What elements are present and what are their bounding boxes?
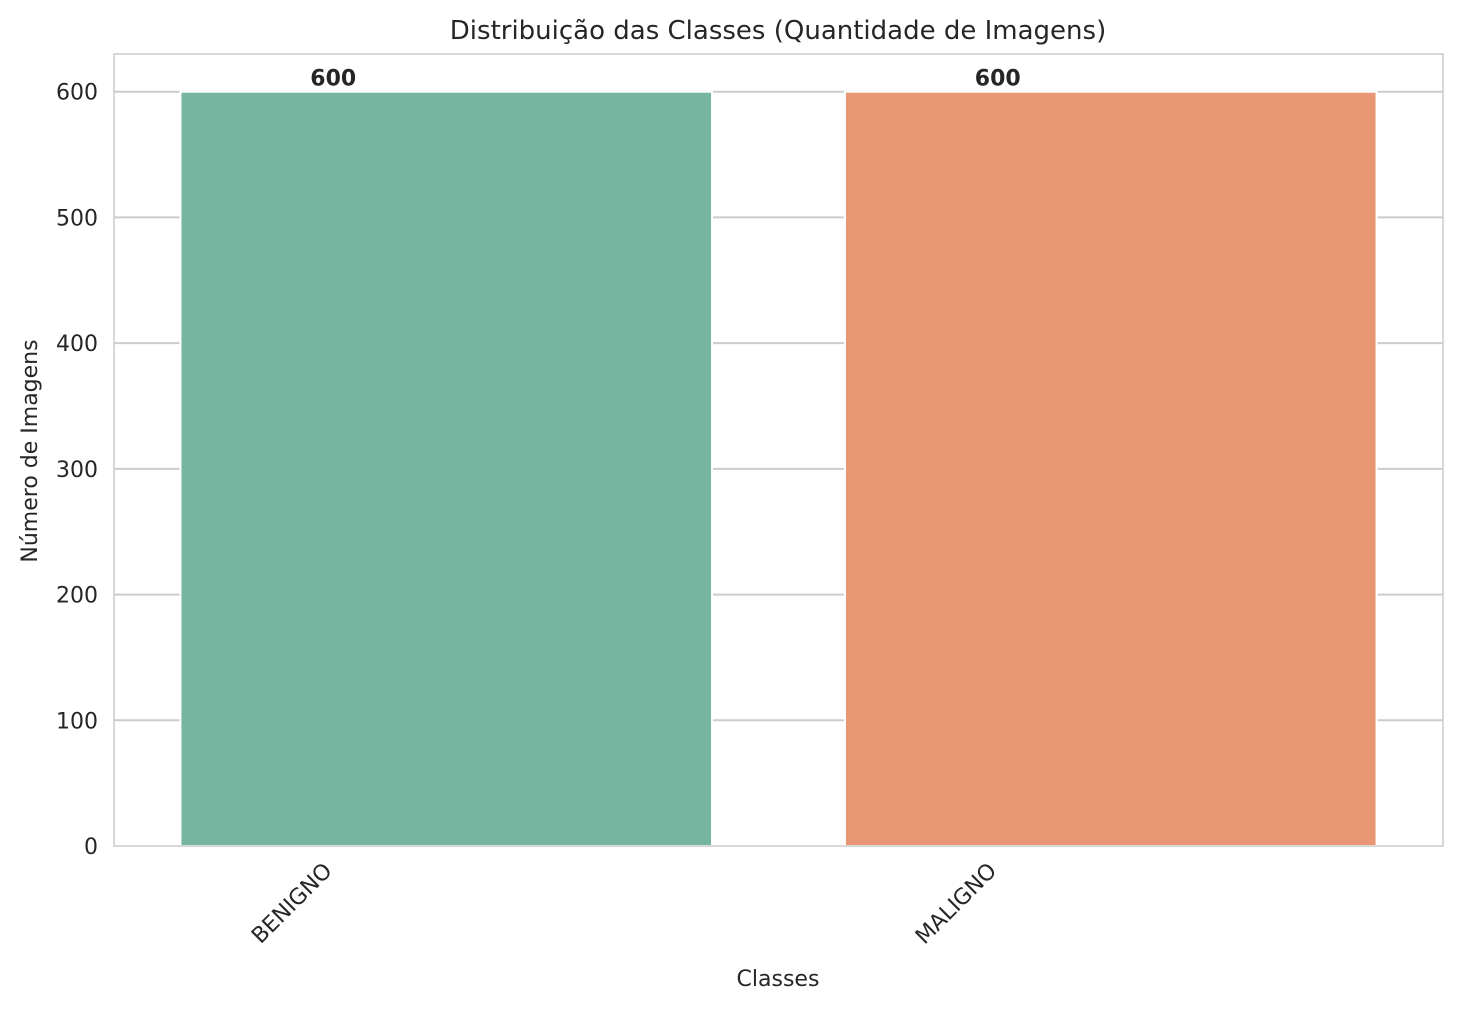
- y-axis-ticks: 0 100 200 300 400 500 600: [56, 81, 98, 860]
- data-labels: 600 600: [310, 67, 1020, 92]
- y-tick-label: 100: [56, 709, 98, 734]
- data-label-benigno: 600: [310, 67, 356, 92]
- plot-frame: [113, 53, 1444, 847]
- y-tick-label: 300: [56, 458, 98, 483]
- bars: [179, 90, 1378, 847]
- y-tick-label: 500: [56, 206, 98, 231]
- bar-benigno: [179, 90, 714, 847]
- y-tick-label: 0: [84, 835, 98, 860]
- x-tick-label-maligno: MALIGNO: [911, 859, 1002, 950]
- data-label-maligno: 600: [975, 67, 1021, 92]
- chart-title: Distribuição das Classes (Quantidade de …: [450, 16, 1106, 46]
- y-axis-label: Número de Imagens: [18, 339, 43, 562]
- x-tick-label-benigno: BENIGNO: [247, 859, 337, 949]
- x-axis-label: Classes: [737, 967, 820, 992]
- y-tick-label: 400: [56, 332, 98, 357]
- y-tick-label: 200: [56, 584, 98, 609]
- bar-maligno: [843, 90, 1378, 847]
- y-tick-label: 600: [56, 81, 98, 106]
- x-axis-ticks: BENIGNO MALIGNO: [247, 859, 1002, 950]
